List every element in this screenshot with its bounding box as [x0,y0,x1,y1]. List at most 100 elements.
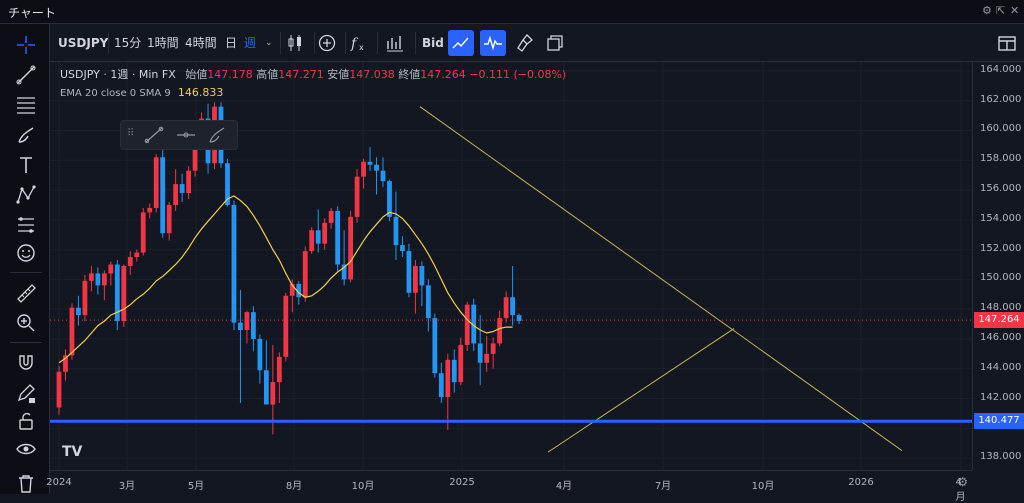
templates-button[interactable] [382,30,408,56]
forecast-tool[interactable] [10,212,42,238]
windows-icon [547,35,563,51]
pulse-button[interactable] [480,30,506,56]
settings-icon[interactable]: ⚙ [982,4,992,17]
clean-button[interactable] [512,30,538,56]
lock-drawing-tool[interactable] [10,380,42,406]
svg-text:x: x [359,43,364,52]
drag-handle-icon[interactable]: ⠿ [127,128,135,139]
indicator-name[interactable]: EMA 20 close 0 SMA 9 [60,88,171,99]
current-price-label: 147.264 [974,312,1024,329]
forecast-icon [18,217,34,233]
interval-1d[interactable]: 日 [225,36,238,50]
trend-line-quick-button[interactable] [448,30,474,56]
price-tick: 154.000 [980,212,1022,224]
price-tick: 138.000 [980,451,1022,463]
time-tick: 2026 [848,477,874,488]
toolbar-divider [10,342,42,343]
interval-1w[interactable]: 週 [244,36,257,50]
candle-body [140,212,146,253]
lock-all-tool[interactable] [10,408,42,434]
price-type-button[interactable]: Bid [422,36,444,50]
indicator-value: 146.833 [177,86,224,99]
candle-body [270,382,276,405]
multi-layout-button[interactable] [994,30,1022,56]
tradingview-logo: 𝗧𝗩 [62,444,83,460]
candle-body [354,176,360,217]
time-tick: 10月 [351,481,375,492]
toolbar-divider [345,32,346,54]
visibility-tool[interactable] [10,436,42,462]
axis-settings-icon[interactable]: ⚙ [957,475,968,489]
price-chart[interactable]: 𝗧𝗩 [50,62,972,470]
candle-body [231,204,237,323]
float-trendline-button[interactable] [143,125,165,149]
interval-1h[interactable]: 1時間 [147,36,179,50]
popout-icon[interactable]: ⇱ [996,4,1006,17]
candle-body [413,266,418,293]
window-titlebar: チャート ⚙ ⇱ ✕ [0,0,1024,24]
candle-body [393,216,399,246]
close-icon[interactable]: ✕ [1010,4,1020,17]
candle-body [108,264,114,274]
price-tick: 160.000 [980,123,1022,135]
compare-button[interactable] [314,30,340,56]
symbol-button[interactable]: USDJPY [58,36,109,50]
layout-button[interactable] [542,30,568,56]
candle-body [406,251,412,293]
emoji-tool[interactable] [10,240,42,266]
float-hline-button[interactable] [175,125,197,149]
price-tick: 158.000 [980,153,1022,165]
candle-body [153,157,159,208]
toolbar-divider [280,32,281,54]
candle-body [387,181,392,217]
candle-body [147,207,153,213]
candle-body [179,184,185,194]
candle-body [166,204,172,234]
legend-open: 147.178 [207,68,253,81]
price-tick: 146.000 [980,331,1022,343]
candle-body [341,264,347,280]
interval-dropdown-icon[interactable]: ⌄ [265,38,273,48]
interval-4h[interactable]: 4時間 [185,36,217,50]
text-tool[interactable] [10,152,42,178]
descending-trendline [419,106,903,452]
pattern-tool[interactable] [10,182,42,208]
magnet-icon [19,355,33,370]
brush-tool[interactable] [10,122,42,148]
candle-body [425,285,431,319]
price-tick: 144.000 [980,361,1022,373]
time-tick: 7月 [654,481,672,492]
legend-close: 147.264 [420,68,466,81]
magnet-tool[interactable] [10,350,42,376]
candle-body [445,359,451,398]
interval-15m[interactable]: 15分 [114,36,142,50]
trendline-tool[interactable] [10,62,42,88]
candle-body [95,273,101,286]
fib-tool[interactable] [10,92,42,118]
chart-type-button[interactable] [282,30,308,56]
delete-tool[interactable] [10,470,42,496]
floating-drawing-toolbar: ⠿ [120,120,238,150]
time-tick: 4月 [555,481,573,492]
chart-pane[interactable]: 𝗧𝗩 [50,62,972,470]
line-icon [144,126,164,144]
zoom-tool[interactable] [10,310,42,336]
text-icon [20,157,32,173]
candle-body [127,257,133,266]
crosshair-tool[interactable] [10,32,42,58]
price-tick: 148.000 [980,302,1022,314]
drawing-toolbar [0,24,50,494]
price-axis[interactable]: 164.000 162.000 160.000 158.000 156.000 154.0… [972,62,1024,470]
trash-icon [19,475,33,493]
ruler-tool[interactable] [10,280,42,306]
price-tick: 164.000 [980,63,1022,75]
toolbar-divider [314,32,315,54]
candle-body [76,307,81,316]
candle-body [503,297,509,319]
float-brush-button[interactable] [207,125,229,149]
candle-body [484,353,490,363]
time-axis[interactable]: ⚙ 2024 3月 5月 8月 10月 2025 4月 7月 10月 2026 4月 [46,470,972,503]
candle-body [419,266,425,286]
